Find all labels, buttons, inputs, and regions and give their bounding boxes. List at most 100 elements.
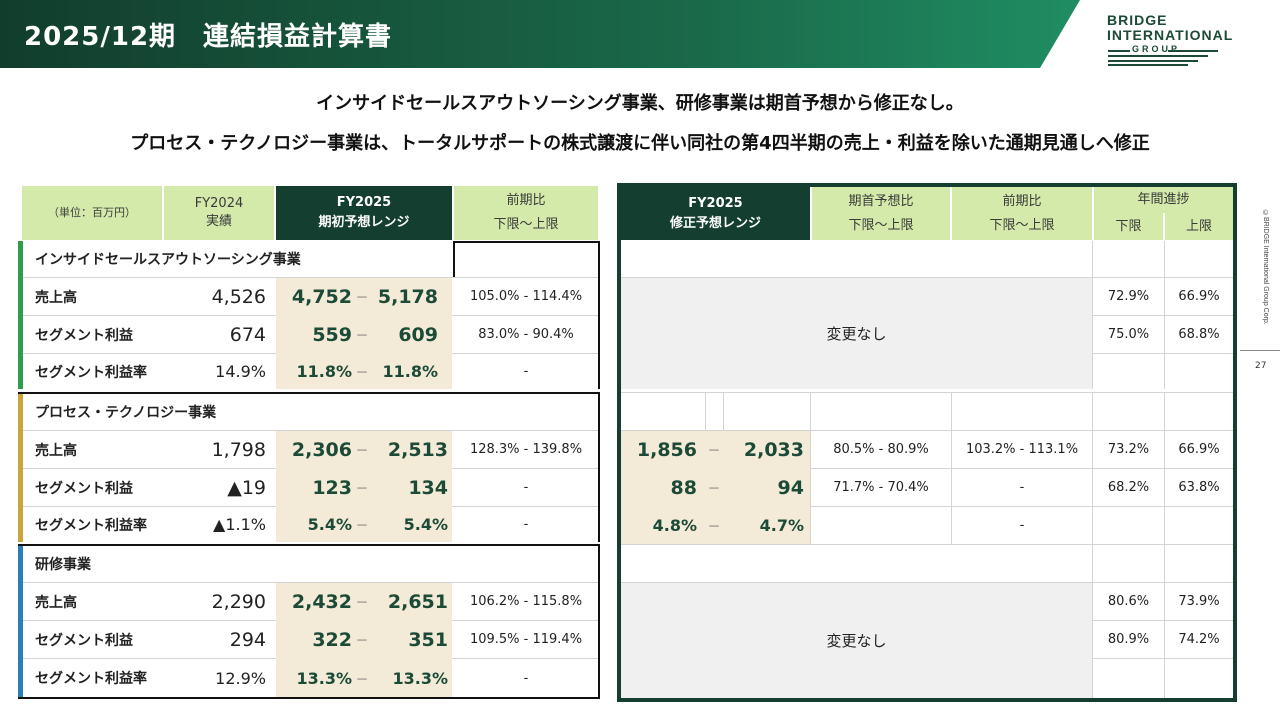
col-header-vs-initial: 期首予想比 下限〜上限 xyxy=(812,187,950,240)
range-dash: － xyxy=(355,672,369,688)
row-label: 売上高 xyxy=(35,442,77,459)
col-header-text: 実績 xyxy=(205,214,232,229)
logo-text: INTERNATIONAL xyxy=(1107,27,1234,43)
col-header-text: 期初予想レンジ xyxy=(318,215,410,230)
col-header-yoy: 前期比 下限〜上限 xyxy=(952,187,1092,240)
col-divider xyxy=(1164,545,1165,698)
yoy-value: 103.2% - 113.1% xyxy=(965,442,1079,457)
fy2024-value: 294 xyxy=(229,628,266,651)
yoy-value: - xyxy=(523,517,529,532)
col-header-text: 前期比 xyxy=(506,193,546,208)
range-high: 609 xyxy=(398,323,438,346)
col-divider xyxy=(1092,393,1093,544)
range-dash: － xyxy=(355,329,369,344)
no-change-label: 変更なし xyxy=(621,278,1092,389)
col-divider xyxy=(1164,393,1165,544)
divider xyxy=(18,544,600,546)
revised-low: 4.8% xyxy=(652,516,697,535)
row-divider xyxy=(23,277,598,278)
progress-low: 72.9% xyxy=(1107,289,1150,304)
progress-low: 75.0% xyxy=(1107,327,1150,342)
range-bg xyxy=(276,583,452,697)
page-divider xyxy=(1240,350,1280,351)
row-divider xyxy=(621,277,1233,278)
row-label: セグメント利益率 xyxy=(35,671,147,687)
progress-high: 66.9% xyxy=(1178,442,1220,457)
col-divider xyxy=(1092,241,1093,389)
fy2024-value: 674 xyxy=(229,323,266,346)
row-label: 売上高 xyxy=(35,594,77,611)
col-header-progress: 年間進捗 xyxy=(1094,187,1233,213)
yoy-value: - xyxy=(523,670,529,686)
divider xyxy=(18,697,600,699)
logo-text: BRIDGE xyxy=(1107,12,1168,28)
row-divider xyxy=(621,468,1233,469)
col-header-text: 前期比 xyxy=(1002,193,1042,209)
range-dash: － xyxy=(355,291,369,306)
logo-stripes-icon xyxy=(1108,50,1218,66)
revised-low: 88 xyxy=(670,476,697,499)
range-high: 351 xyxy=(408,628,448,651)
progress-high: 68.8% xyxy=(1178,327,1220,342)
yoy-value: 83.0% - 90.4% xyxy=(478,327,574,342)
range-low: 123 xyxy=(312,476,352,499)
progress-low: 73.2% xyxy=(1107,442,1150,457)
row-divider xyxy=(621,544,1233,545)
row-label: セグメント利益 xyxy=(35,632,133,649)
revised-low: 1,856 xyxy=(636,438,697,461)
row-divider xyxy=(621,430,1233,431)
col-divider xyxy=(705,393,706,430)
range-low: 322 xyxy=(312,628,352,651)
range-high: 5.4% xyxy=(403,515,448,534)
col-divider xyxy=(723,393,724,430)
col-header-text: 下限〜上限 xyxy=(493,217,559,232)
progress-high: 63.8% xyxy=(1178,480,1220,495)
row-divider xyxy=(1093,315,1233,316)
fy2024-value: ▲19 xyxy=(227,476,266,499)
range-low: 5.4% xyxy=(307,515,352,534)
range-low: 11.8% xyxy=(296,362,352,381)
range-dash: － xyxy=(355,482,369,497)
divider xyxy=(18,392,600,394)
col-header-fy2025-initial: FY2025 期初予想レンジ xyxy=(276,186,452,240)
yoy-value: - xyxy=(523,480,529,495)
col-header-text: FY2024 xyxy=(194,196,244,211)
row-divider xyxy=(1093,620,1233,621)
segment-accent-bar xyxy=(18,546,23,698)
copyright-text: ©BRIDGE International Group Corp. xyxy=(1262,210,1269,325)
vs-initial-value: 80.5% - 80.9% xyxy=(833,442,929,457)
range-low: 2,432 xyxy=(291,590,352,613)
col-header-fy2025-revised: FY2025 修正予想レンジ xyxy=(621,187,810,240)
col-header-fy2024: FY2024 実績 xyxy=(164,186,274,240)
row-label: セグメント利益 xyxy=(35,327,133,344)
progress-low: 68.2% xyxy=(1107,480,1150,495)
yoy-value: 128.3% - 139.8% xyxy=(469,442,583,457)
range-high: 11.8% xyxy=(382,362,438,381)
range-dash: － xyxy=(355,519,369,534)
row-divider xyxy=(1093,658,1233,659)
page-title: 2025/12期 連結損益計算書 xyxy=(24,22,393,52)
progress-high: 73.9% xyxy=(1178,594,1220,609)
row-divider xyxy=(621,392,1233,393)
col-header-text: 修正予想レンジ xyxy=(669,215,761,231)
col-header-text: 下限〜上限 xyxy=(848,217,914,233)
range-low: 559 xyxy=(312,323,352,346)
yoy-value: - xyxy=(523,364,529,379)
range-dash: － xyxy=(355,634,369,649)
divider xyxy=(453,241,455,277)
divider xyxy=(453,241,599,243)
segment-name: プロセス・テクノロジー事業 xyxy=(35,405,217,421)
range-dash: － xyxy=(707,444,721,459)
range-bg xyxy=(276,431,452,542)
fy2024-value: 1,798 xyxy=(211,438,266,461)
fy2024-value: 2,290 xyxy=(211,590,266,613)
divider xyxy=(598,241,600,389)
segment-name: インサイドセールスアウトソーシング事業 xyxy=(35,252,301,268)
row-label: セグメント利益 xyxy=(35,480,133,497)
range-low: 13.3% xyxy=(296,668,352,688)
row-divider xyxy=(23,582,598,583)
revised-high: 94 xyxy=(777,476,804,499)
yoy-value: - xyxy=(1019,480,1025,495)
range-high: 134 xyxy=(408,476,448,499)
progress-high: 66.9% xyxy=(1178,289,1220,304)
